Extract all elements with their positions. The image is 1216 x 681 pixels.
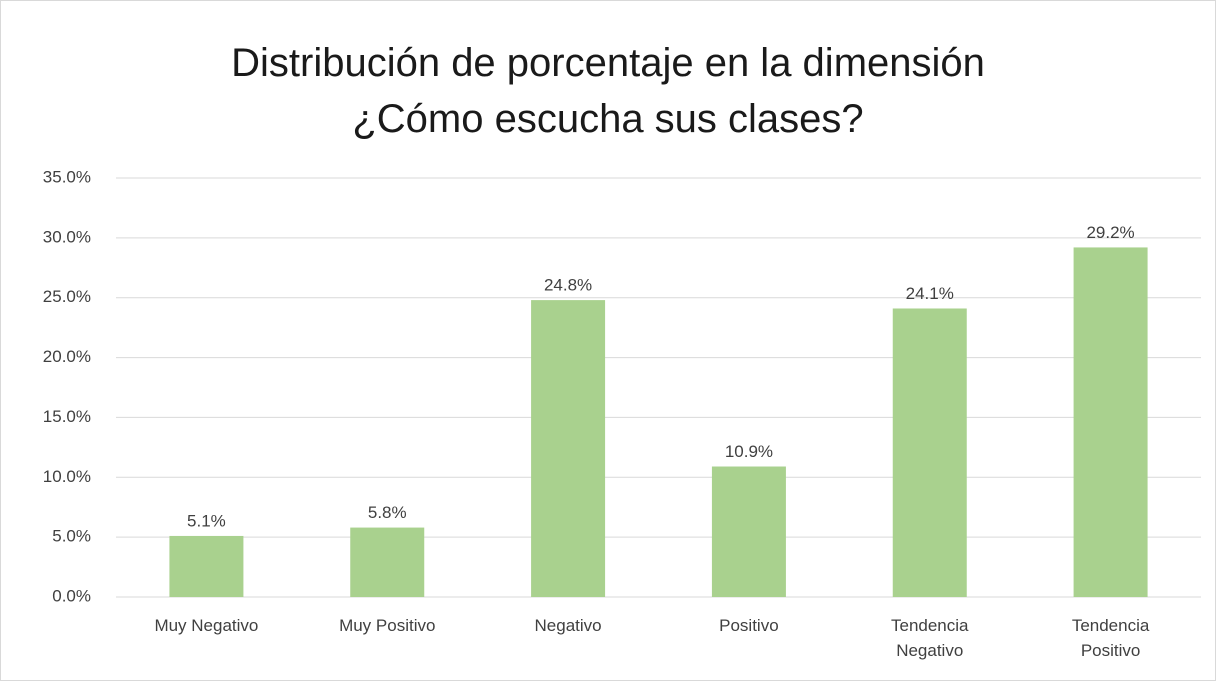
x-tick-label: Tendencia Negativo [890, 616, 969, 660]
data-label: 24.8% [544, 276, 592, 295]
x-tick-label: Muy Positivo [339, 616, 436, 635]
chart-title: Distribución de porcentaje en la dimensi… [231, 41, 985, 141]
x-tick-label: Positivo [719, 616, 779, 635]
y-tick-label: 20.0% [43, 347, 91, 366]
y-tick-label: 25.0% [43, 287, 91, 306]
bar [892, 308, 967, 597]
data-label: 24.1% [906, 284, 954, 303]
y-tick-label: 0.0% [52, 586, 91, 605]
data-label: 5.8% [368, 503, 407, 522]
y-tick-label: 10.0% [43, 467, 91, 486]
bar [169, 535, 244, 597]
data-label: 10.9% [725, 442, 773, 461]
x-tick-label: Negativo [534, 616, 602, 635]
y-tick-label: 35.0% [43, 167, 91, 186]
bar [1073, 247, 1148, 598]
y-tick-label: 5.0% [52, 527, 91, 546]
data-label: 29.2% [1086, 223, 1134, 242]
bar [531, 300, 606, 597]
y-tick-label: 30.0% [43, 227, 91, 246]
bar [711, 466, 786, 597]
x-tick-label: Muy Negativo [154, 616, 259, 635]
y-tick-label: 15.0% [43, 407, 91, 426]
bar [350, 527, 425, 597]
data-label: 5.1% [187, 511, 226, 530]
x-tick-label: Tendencia Positivo [1071, 616, 1150, 660]
